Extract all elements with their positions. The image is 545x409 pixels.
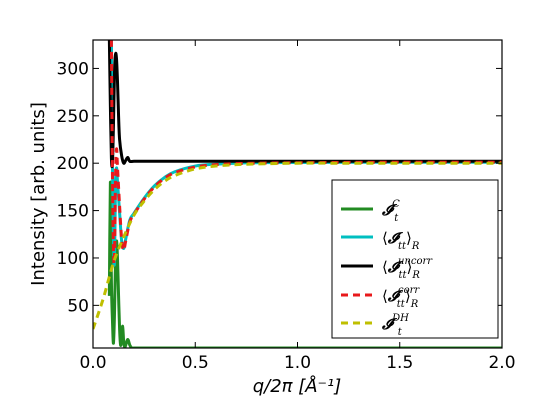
series-line-0 <box>107 180 502 348</box>
legend-entry-0: 𝓘C t <box>381 199 400 224</box>
series-layer <box>93 40 502 348</box>
legend-entry-2: ⟨𝓘uncorr tt⟩R <box>382 256 433 281</box>
x-tick-label: 0.0 <box>79 353 106 373</box>
y-tick-label: 100 <box>57 249 89 269</box>
series-line-2 <box>107 40 502 169</box>
y-axis-label: Intensity [arb. units] <box>28 102 49 286</box>
x-tick-label: 1.5 <box>386 353 413 373</box>
x-tick-label: 1.0 <box>284 353 311 373</box>
series-line-4 <box>93 161 502 330</box>
series-line-3 <box>109 40 502 266</box>
y-tick-label: 300 <box>57 59 89 79</box>
y-tick-label: 150 <box>57 202 89 222</box>
legend-frame <box>331 179 499 339</box>
tick-layer: 0.0 0.5 1.0 1.5 2.0 50 100 150 200 250 300 <box>57 40 516 373</box>
y-tick-label: 250 <box>57 107 89 127</box>
x-tick-label: 0.5 <box>182 353 209 373</box>
legend-entry-3: ⟨𝓘corr tt⟩R <box>382 285 420 310</box>
y-tick-label: 50 <box>67 296 89 316</box>
x-tick-label: 2.0 <box>488 353 515 373</box>
y-tick-label: 200 <box>57 154 89 174</box>
x-axis-label: q/2π [Å⁻¹] <box>253 375 342 397</box>
